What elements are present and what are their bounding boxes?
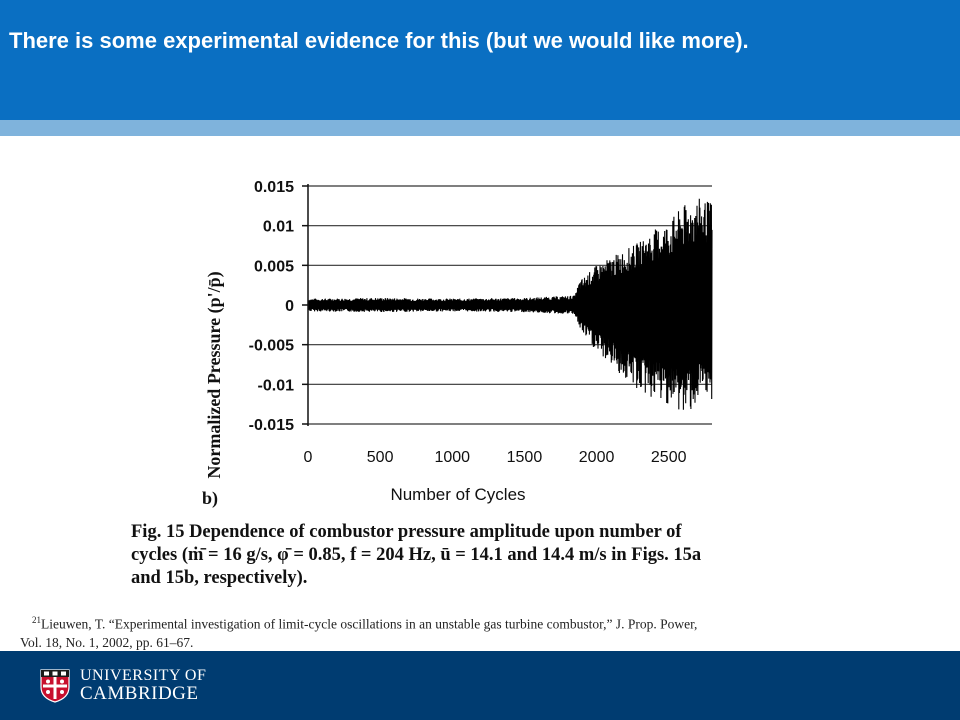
pressure-chart: 0.015 0.01 0.005 0 -0.005 -0.01 -0.015 0 500 100… [202, 179, 713, 509]
cambridge-crest-icon [40, 669, 70, 703]
y-tick-labels: 0.015 0.01 0.005 0 -0.005 -0.01 -0.015 [249, 179, 294, 434]
x-tick-label: 1000 [434, 449, 470, 466]
x-axis-label: Number of Cycles [390, 485, 525, 504]
footnote-text-1: Lieuwen, T. “Experimental investigation … [41, 616, 698, 632]
footnote-number: 21 [32, 615, 41, 625]
y-tick-label: 0.01 [263, 219, 294, 236]
footnote-line-2: Vol. 18, No. 1, 2002, pp. 61–67. [20, 634, 194, 650]
header-accent-strip [0, 120, 960, 136]
slide-title: There is some experimental evidence for … [9, 28, 749, 53]
x-tick-label: 0 [304, 449, 313, 466]
slide-footer [0, 651, 960, 720]
pressure-signal [307, 198, 713, 410]
axes [302, 184, 309, 426]
y-tick-label: 0.015 [254, 179, 294, 196]
x-tick-label: 2000 [579, 449, 615, 466]
caption-line-3: and 15b, respectively). [131, 568, 308, 588]
caption-line-2: cycles (ṁ̄ = 16 g/s, φ̄ = 0.85, f = 204 … [131, 545, 702, 565]
reference-footnote: 21Lieuwen, T. “Experimental investigatio… [20, 611, 940, 652]
caption-line-1: Fig. 15 Dependence of combustor pressure… [131, 522, 682, 542]
university-wordmark: UNIVERSITY OF CAMBRIDGE [80, 668, 206, 704]
x-tick-label: 2500 [651, 449, 687, 466]
x-tick-labels: 0 500 1000 1500 2000 2500 [304, 449, 687, 466]
wordmark-line-2: CAMBRIDGE [80, 683, 199, 704]
y-tick-label: 0 [285, 298, 294, 315]
y-tick-label: -0.01 [258, 377, 295, 394]
y-tick-label: -0.005 [249, 338, 294, 355]
panel-label: b) [202, 488, 218, 509]
figure-caption: Fig. 15 Dependence of combustor pressure… [131, 521, 811, 590]
slide-header [0, 0, 960, 120]
y-tick-label: 0.005 [254, 258, 294, 275]
pressure-envelope-fill [308, 240, 712, 372]
wordmark-line-1: UNIVERSITY OF [80, 667, 207, 684]
x-tick-label: 1500 [507, 449, 543, 466]
footnote-line-1: 21Lieuwen, T. “Experimental investigatio… [20, 611, 940, 634]
y-tick-label: -0.015 [249, 417, 294, 434]
x-tick-label: 500 [367, 449, 394, 466]
y-axis-label: Normalized Pressure (p'/p̄) [204, 271, 225, 478]
